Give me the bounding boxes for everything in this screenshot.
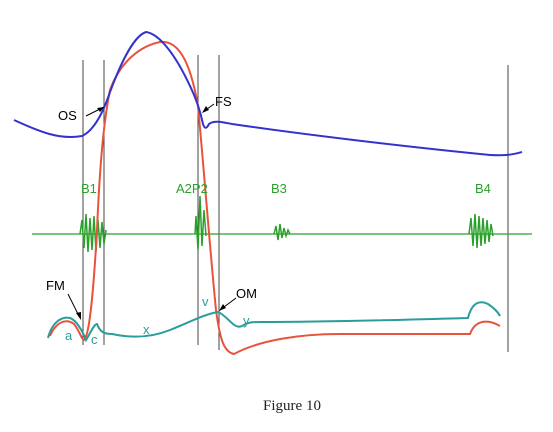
event-lines (82, 55, 509, 352)
b4-sound-burst (468, 213, 494, 249)
atrial-pressure-curve (47, 301, 501, 343)
aortic-pressure-curve (13, 30, 523, 157)
wave-v-label: v (202, 294, 209, 309)
fm-arrowhead (76, 312, 81, 320)
om-arrowhead (219, 304, 226, 311)
b4-label: B4 (475, 181, 491, 196)
figure-caption: Figure 10 (263, 398, 321, 414)
b3-sound-burst (273, 223, 291, 241)
a2p2-label: A2P2 (176, 181, 208, 196)
b1-label: B1 (81, 181, 97, 196)
wave-y-label: y (243, 313, 250, 328)
om-label: OM (236, 286, 257, 301)
b1-sound-burst (79, 213, 107, 253)
valve-annotations: OS FS FM OM (46, 94, 257, 320)
b3-label: B3 (271, 181, 287, 196)
wave-labels: a c x v y (65, 294, 250, 347)
os-label: OS (58, 108, 77, 123)
wave-a-label: a (65, 328, 73, 343)
fs-label: FS (215, 94, 232, 109)
wave-x-label: x (143, 322, 150, 337)
sound-labels: B1 A2P2 B3 B4 (81, 181, 491, 196)
fm-label: FM (46, 278, 65, 293)
fs-arrowhead (202, 106, 209, 113)
ventricular-pressure-curve (49, 40, 501, 356)
heart-sounds (79, 195, 494, 253)
os-arrowhead (97, 107, 104, 112)
wave-c-label: c (91, 332, 98, 347)
a2p2-sound-burst (194, 195, 207, 251)
